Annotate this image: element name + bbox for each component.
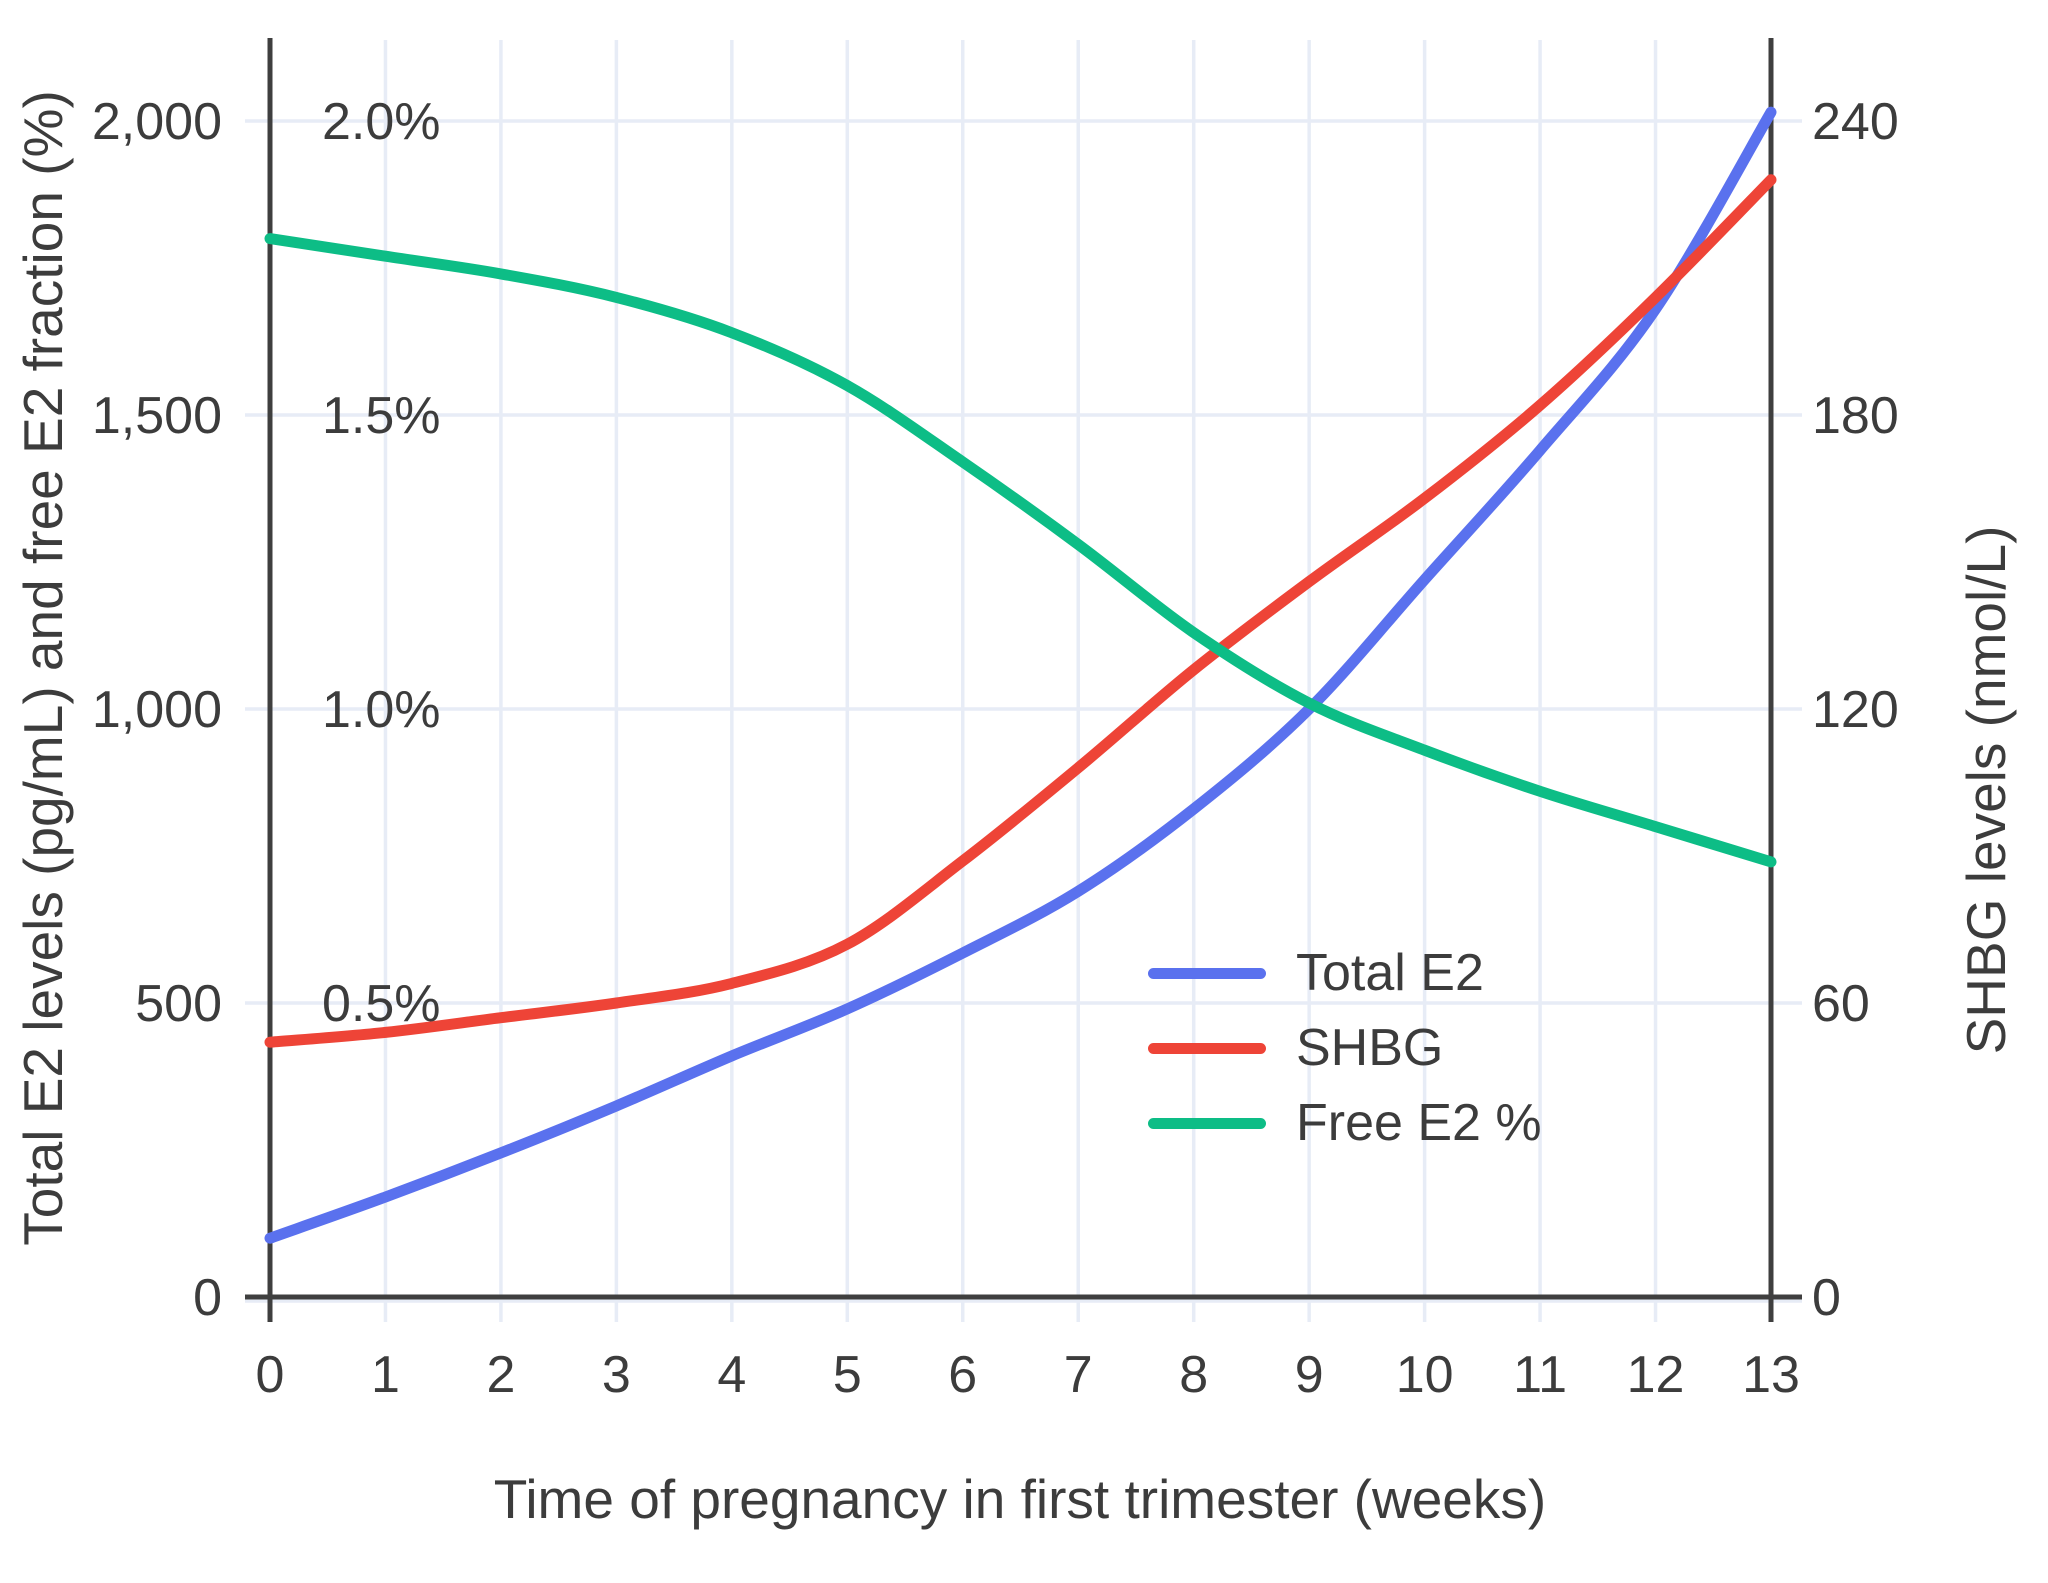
x-tick-0: 0 xyxy=(256,1346,285,1404)
total-e2-line-swatch xyxy=(1148,967,1266,979)
right-tick-60: 60 xyxy=(1812,975,1870,1033)
left-tick-1,500: 1,500 xyxy=(92,387,222,445)
series-lines xyxy=(264,106,1777,1244)
gridlines xyxy=(245,40,1802,1322)
x-tick-3: 3 xyxy=(602,1346,631,1404)
series-line-free-e2- xyxy=(264,233,1777,868)
x-tick-7: 7 xyxy=(1064,1346,1093,1404)
legend-label-shbg: SHBG xyxy=(1296,1019,1444,1077)
x-tick-2: 2 xyxy=(486,1346,515,1404)
left-tick-2,000: 2,000 xyxy=(92,93,222,151)
tick-labels: 05001,0001,5002,0000.5%1.0%1.5%2.0%06012… xyxy=(92,93,1899,1404)
x-tick-12: 12 xyxy=(1627,1346,1685,1404)
left-tick-0: 0 xyxy=(193,1269,222,1327)
left-axis-title: Total E2 levels (pg/mL) and free E2 frac… xyxy=(12,90,74,1246)
x-tick-1: 1 xyxy=(371,1346,400,1404)
legend: Total E2 SHBG Free E2 % xyxy=(1148,942,1542,1154)
x-tick-9: 9 xyxy=(1295,1346,1324,1404)
axis-lines xyxy=(245,38,1802,1322)
series-line-shbg xyxy=(264,174,1777,1048)
percent-tick-1.0%: 1.0% xyxy=(322,681,441,739)
x-tick-6: 6 xyxy=(948,1346,977,1404)
legend-label-free-e2: Free E2 % xyxy=(1296,1094,1542,1152)
left-tick-1,000: 1,000 xyxy=(92,681,222,739)
legend-label-total-e2: Total E2 xyxy=(1296,944,1484,1002)
x-tick-8: 8 xyxy=(1179,1346,1208,1404)
free-e2-line-swatch xyxy=(1148,1117,1266,1129)
series-line-total-e2 xyxy=(264,106,1777,1244)
right-tick-120: 120 xyxy=(1812,681,1899,739)
x-tick-10: 10 xyxy=(1396,1346,1454,1404)
percent-tick-1.5%: 1.5% xyxy=(322,387,441,445)
legend-item-total-e2: Total E2 xyxy=(1148,942,1542,1004)
legend-item-free-e2: Free E2 % xyxy=(1148,1092,1542,1154)
legend-item-shbg: SHBG xyxy=(1148,1017,1542,1079)
right-tick-0: 0 xyxy=(1812,1269,1841,1327)
x-tick-13: 13 xyxy=(1742,1346,1800,1404)
shbg-line-swatch xyxy=(1148,1042,1266,1054)
right-tick-240: 240 xyxy=(1812,93,1899,151)
x-tick-5: 5 xyxy=(833,1346,862,1404)
x-tick-11: 11 xyxy=(1513,1346,1567,1404)
left-tick-500: 500 xyxy=(135,975,222,1033)
x-tick-4: 4 xyxy=(717,1346,746,1404)
percent-tick-0.5%: 0.5% xyxy=(322,975,441,1033)
x-axis-title: Time of pregnancy in first trimester (we… xyxy=(494,1468,1546,1530)
percent-tick-2.0%: 2.0% xyxy=(322,93,441,151)
right-tick-180: 180 xyxy=(1812,387,1899,445)
right-axis-title: SHBG levels (nmol/L) xyxy=(1955,526,2017,1055)
